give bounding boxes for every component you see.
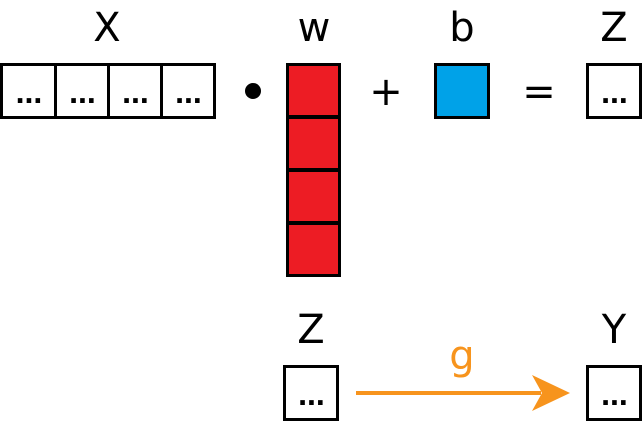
x-cell: ... — [0, 63, 57, 119]
label-g: g — [449, 333, 475, 379]
w-cell — [286, 116, 341, 171]
label-z-top: Z — [600, 5, 628, 51]
label-y: Y — [601, 307, 627, 353]
x-cell: ... — [160, 63, 216, 119]
plus-operator: + — [369, 69, 403, 115]
label-w: w — [297, 5, 331, 51]
x-cell: ... — [107, 63, 163, 119]
w-cell — [286, 222, 341, 277]
dot-product-operator — [245, 83, 261, 99]
equals-operator: = — [522, 69, 556, 115]
arrow-icon — [356, 375, 570, 411]
z-bottom-cell: ... — [283, 365, 339, 421]
cell-ellipsis: ... — [68, 80, 97, 110]
cell-ellipsis: ... — [600, 80, 629, 110]
b-cell — [434, 63, 490, 119]
x-cell: ... — [54, 63, 110, 119]
cell-ellipsis: ... — [600, 382, 629, 412]
label-b: b — [449, 5, 475, 51]
cell-ellipsis: ... — [174, 80, 203, 110]
label-z-bottom: Z — [297, 307, 325, 353]
w-cell — [286, 169, 341, 224]
cell-ellipsis: ... — [15, 80, 43, 110]
y-cell: ... — [586, 365, 642, 421]
cell-ellipsis: ... — [121, 80, 150, 110]
cell-ellipsis: ... — [297, 382, 326, 412]
label-x: X — [93, 5, 121, 51]
w-cell — [286, 63, 341, 118]
z-top-cell: ... — [586, 63, 642, 119]
